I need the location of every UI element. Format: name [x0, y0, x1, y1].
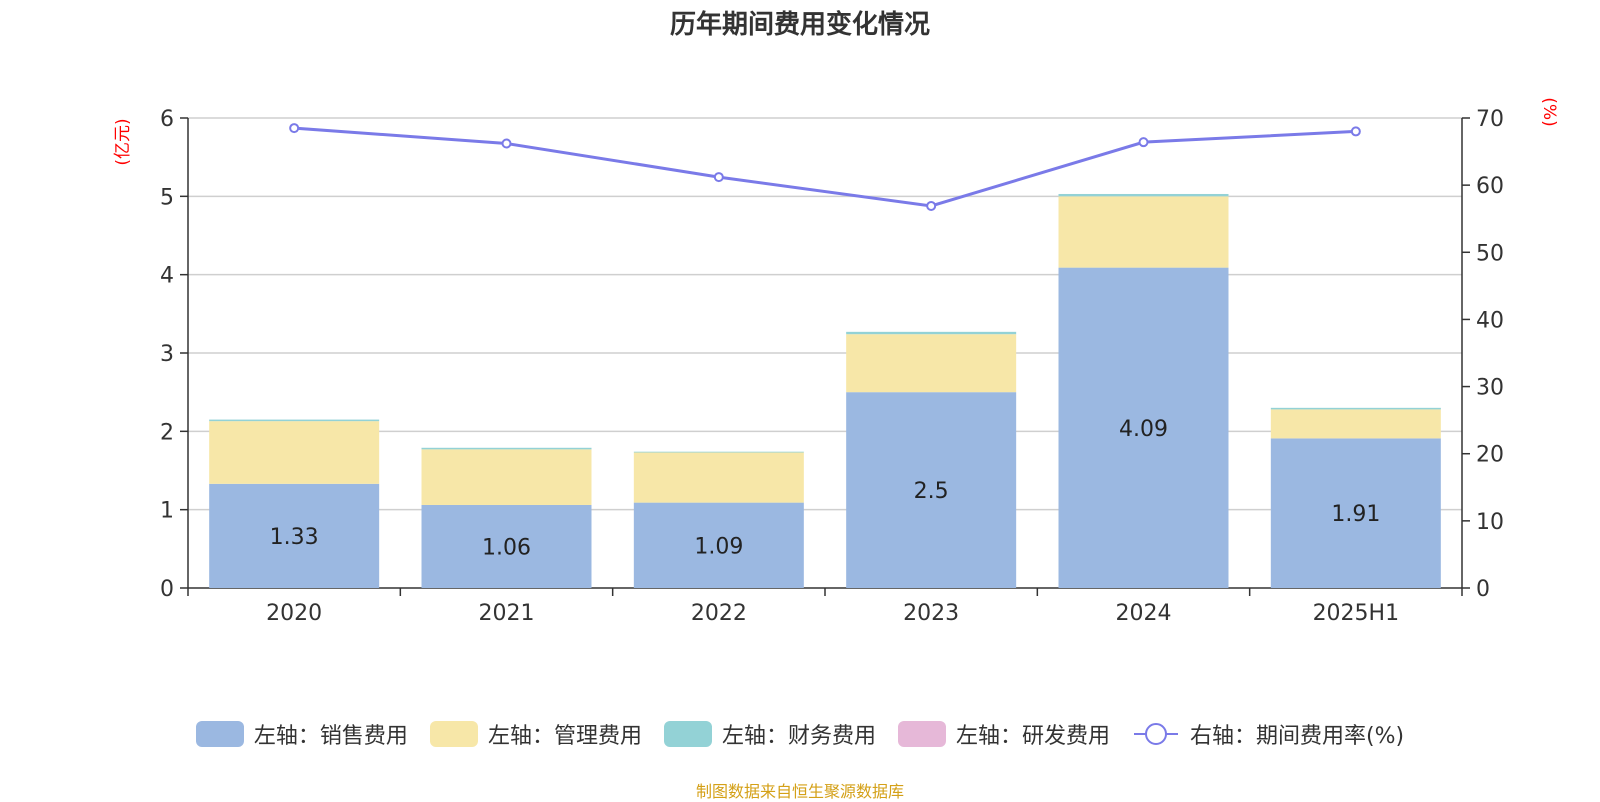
- rate-point: [713, 172, 724, 183]
- rate-point: [289, 123, 300, 134]
- bar-segment: [421, 504, 592, 588]
- rate-point: [926, 200, 937, 211]
- right-tick-label: 20: [1476, 443, 1504, 468]
- bar-segment: [633, 452, 804, 503]
- right-tick-label: 30: [1476, 376, 1504, 401]
- legend-swatch-sales: [195, 721, 244, 747]
- bar-segment: [209, 421, 380, 484]
- legend-swatch-admin: [429, 721, 478, 747]
- bar-data-label: 2.5: [914, 479, 949, 504]
- right-tick-label: 10: [1476, 510, 1504, 535]
- bar-segment: [1270, 407, 1441, 410]
- left-tick-label: 6: [160, 107, 174, 132]
- legend: 左轴：销售费用 左轴：管理费用 左轴：财务费用 左轴：研发费用 右轴：期间费用率…: [0, 718, 1600, 750]
- x-tick-label: 2025H1: [1313, 601, 1400, 626]
- data-source-note: 制图数据来自恒生聚源数据库: [695, 782, 904, 801]
- right-tick-label: 0: [1476, 577, 1490, 602]
- rate-point: [1350, 126, 1361, 137]
- bar-segment: [846, 392, 1017, 588]
- legend-label-finance: 左轴：财务费用: [721, 724, 876, 749]
- bar-segment: [1058, 267, 1229, 588]
- right-tick-label: 70: [1476, 107, 1504, 132]
- legend-item-rd[interactable]: 左轴：研发费用: [897, 718, 1110, 750]
- left-tick-label: 1: [160, 499, 174, 524]
- bar-segment: [846, 331, 1017, 335]
- left-tick-label: 4: [160, 264, 174, 289]
- legend-swatch-finance: [663, 721, 712, 747]
- bar-data-label: 1.91: [1331, 502, 1380, 527]
- left-tick-label: 0: [160, 577, 174, 602]
- bar-data-label: 1.06: [482, 535, 531, 560]
- chart-title: 历年期间费用变化情况: [669, 10, 930, 40]
- bar-segment: [1058, 193, 1229, 197]
- right-axis-unit-label: (%): [1539, 97, 1559, 126]
- legend-item-rate[interactable]: 右轴：期间费用率(%): [1132, 718, 1404, 750]
- bar-data-label: 1.33: [270, 525, 319, 550]
- bar-segment: [1270, 409, 1441, 439]
- rate-point: [1138, 137, 1149, 148]
- x-tick-label: 2023: [903, 601, 959, 626]
- bar-segment: [1270, 438, 1441, 588]
- bar-segment: [633, 502, 804, 588]
- legend-label-rd: 左轴：研发费用: [955, 724, 1110, 749]
- left-axis-unit-label: (亿元): [113, 118, 133, 165]
- left-tick-label: 3: [160, 342, 174, 367]
- legend-item-finance[interactable]: 左轴：财务费用: [663, 718, 876, 750]
- legend-line-marker-icon: [1133, 723, 1178, 745]
- bar-segment: [209, 419, 380, 422]
- bar-segment: [421, 447, 592, 450]
- right-tick-label: 50: [1476, 241, 1504, 266]
- bar-segment: [421, 449, 592, 505]
- x-tick-label: 2024: [1116, 601, 1172, 626]
- legend-label-rate: 右轴：期间费用率(%): [1189, 724, 1405, 749]
- right-tick-label: 60: [1476, 174, 1504, 199]
- x-tick-label: 2022: [691, 601, 747, 626]
- legend-item-admin[interactable]: 左轴：管理费用: [429, 718, 642, 750]
- bar-segment: [209, 483, 380, 588]
- left-tick-label: 2: [160, 420, 174, 445]
- legend-swatch-rd: [897, 721, 946, 747]
- bar-data-label: 1.09: [694, 534, 743, 559]
- legend-label-sales: 左轴：销售费用: [253, 724, 408, 749]
- bar-data-label: 4.09: [1119, 417, 1168, 442]
- left-tick-label: 5: [160, 185, 174, 210]
- bar-segment: [633, 451, 804, 453]
- bar-segment: [1058, 196, 1229, 268]
- rate-point: [501, 138, 512, 149]
- legend-label-admin: 左轴：管理费用: [487, 724, 642, 749]
- x-tick-label: 2021: [479, 601, 535, 626]
- x-tick-label: 2020: [266, 601, 322, 626]
- rate-line: [294, 126, 1356, 208]
- bar-segment: [846, 334, 1017, 393]
- right-tick-label: 40: [1476, 308, 1504, 333]
- legend-item-sales[interactable]: 左轴：销售费用: [195, 718, 408, 750]
